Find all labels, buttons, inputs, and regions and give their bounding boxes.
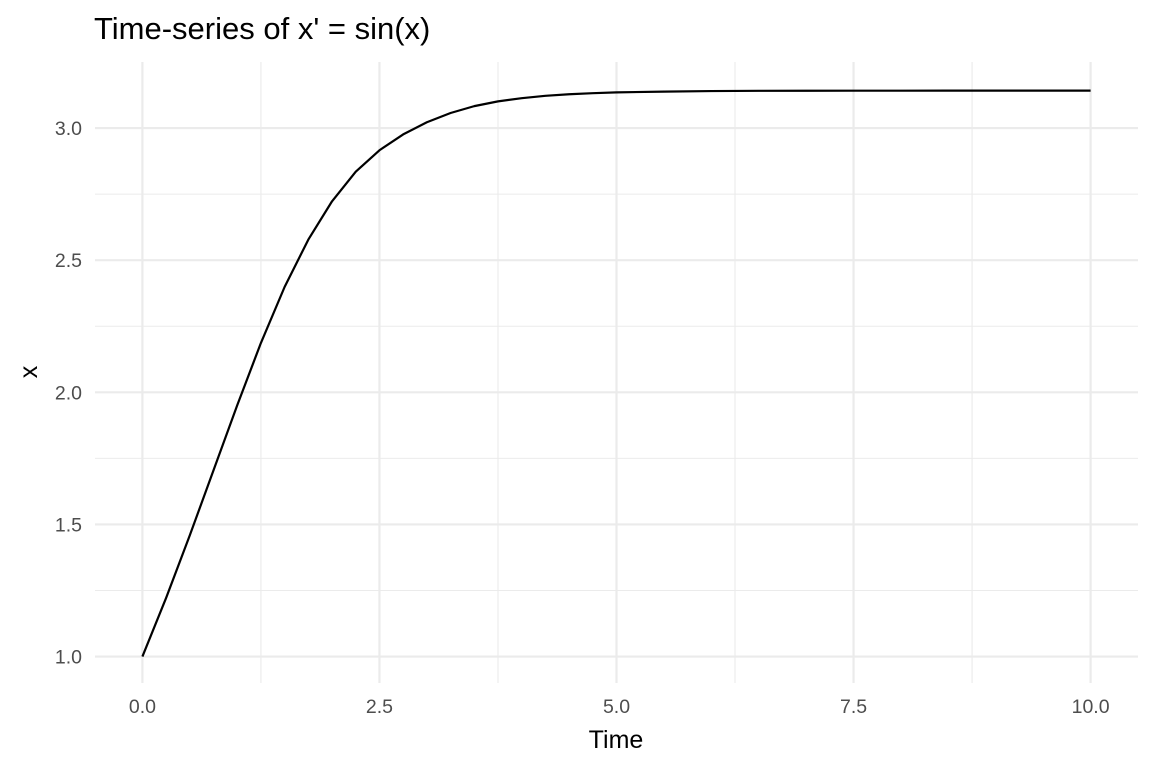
x-axis-title: Time bbox=[589, 726, 644, 754]
y-tick-label: 2.5 bbox=[55, 250, 82, 272]
y-tick-label: 1.0 bbox=[55, 647, 82, 669]
major-gridlines bbox=[95, 62, 1138, 683]
y-tick-label: 3.0 bbox=[55, 118, 82, 140]
y-axis-title: x bbox=[15, 365, 43, 378]
x-tick-label: 0.0 bbox=[129, 696, 156, 718]
x-tick-label: 10.0 bbox=[1072, 696, 1110, 718]
y-tick-label: 2.0 bbox=[55, 382, 82, 404]
y-tick-label: 1.5 bbox=[55, 514, 82, 536]
x-tick-label: 2.5 bbox=[366, 696, 393, 718]
y-axis-tick-labels: 1.0 1.5 2.0 2.5 3.0 bbox=[55, 118, 82, 669]
x-tick-label: 5.0 bbox=[603, 696, 630, 718]
x-axis-tick-labels: 0.0 2.5 5.0 7.5 10.0 bbox=[129, 696, 1110, 718]
chart-title: Time-series of x' = sin(x) bbox=[94, 11, 430, 46]
series-line bbox=[141, 89, 1091, 657]
series-layer bbox=[141, 89, 1091, 657]
x-tick-label: 7.5 bbox=[840, 696, 867, 718]
